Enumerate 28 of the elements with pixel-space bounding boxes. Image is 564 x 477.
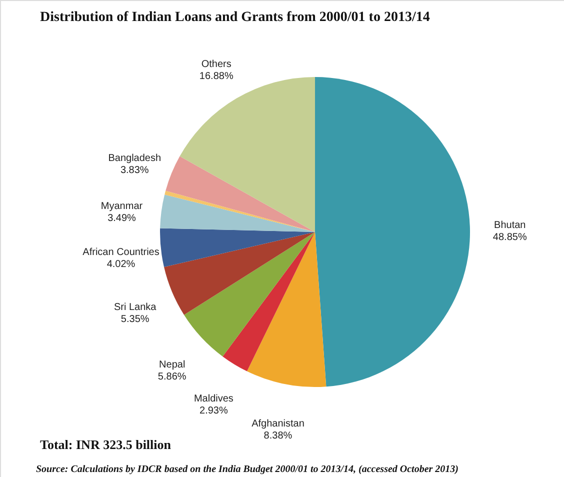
pie-slice [315,77,470,387]
pie-slice [164,232,315,315]
slice-label: Maldives [194,394,234,405]
slice-label: Myanmar [100,200,144,212]
pie-slice [166,156,315,232]
slice-label: Others [201,58,232,70]
data-label: 3.49% [108,212,136,224]
chart-title: Distribution of Indian Loans and Grants from 2000/01 to 2013/14 [40,10,430,25]
source-note: Source: Calculations by IDCR based on the India Budget 2000/01 to 2013/14, (accessed October 2013) [36,464,458,475]
slice-label: African Countries [82,246,160,258]
data-label: 5.35% [120,314,150,326]
pie-slice [246,232,326,387]
data-label: 48.85% [492,232,527,243]
data-label: 8.38% [264,430,292,442]
data-label: 16.88% [199,70,234,82]
pie-slice [222,232,315,372]
slice-label: Bhutan [494,220,526,231]
data-label: 4.02% [106,258,136,270]
slice-label: Bangladesh [108,152,162,164]
pie-slice [160,228,315,268]
data-label: 2.93% [200,406,228,417]
data-label: 3.83% [120,164,149,176]
data-label: 5.86% [158,372,186,383]
slice-label: Afghanistan [252,418,304,430]
slice-label: Nepal [159,360,186,371]
text: Total: INR 323.5 billion [40,437,172,452]
pie-slice [184,232,315,356]
slice-label: Sri Lanka [114,302,157,314]
